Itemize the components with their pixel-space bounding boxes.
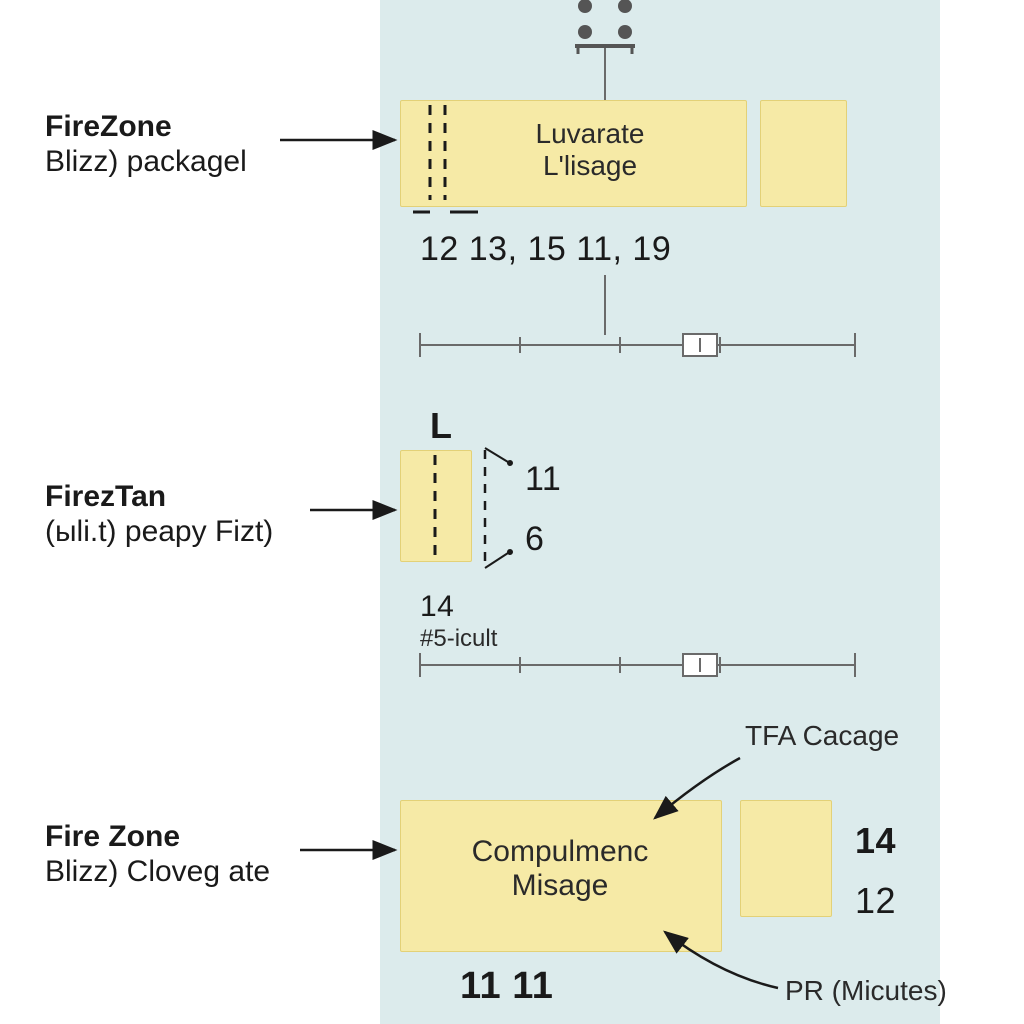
section2-box [400,450,472,562]
section3-label: Fire Zone Blizz) Cloveg ate [45,820,270,889]
section1-box-text: Luvarate L'lisage [480,118,700,182]
section2-val2: 6 [525,520,544,559]
section3-sideval2: 12 [855,880,896,922]
section3-sideval1: 14 [855,820,896,862]
section1-numbers: 12 13, 15 11, 19 [420,230,671,269]
section2-label-bold: FirezTan [45,480,166,513]
section1-label: FireZone Blizz) packagel [45,110,247,179]
callout-top-text: TFA Cacage [745,720,899,752]
section1-side-box [760,100,847,207]
section3-side-box [740,800,832,917]
section3-label-sub: Blizz) Cloveg ate [45,855,270,888]
diagram-stage: FireZone Blizz) packagel Luvarate L'lisa… [0,0,1024,1024]
section3-numbers: 11 11 [460,965,553,1008]
section3-label-bold: Fire Zone [45,820,180,853]
section2-L: L [430,405,453,447]
section2-val1: 11 [525,460,561,499]
section2-label-sub: (ыli.t) peapy Fizt) [45,515,273,548]
section2-label: FirezTan (ыli.t) peapy Fizt) [45,480,273,549]
section1-label-bold: FireZone [45,110,172,143]
section2-below-num: 14 [420,590,454,624]
callout-bot-text: PR (Micutes) [785,975,947,1007]
section1-label-sub: Blizz) packagel [45,145,247,178]
section3-box-text: Compulmenc Misage [420,835,700,903]
section2-below-cap: #5-icult [420,625,497,653]
